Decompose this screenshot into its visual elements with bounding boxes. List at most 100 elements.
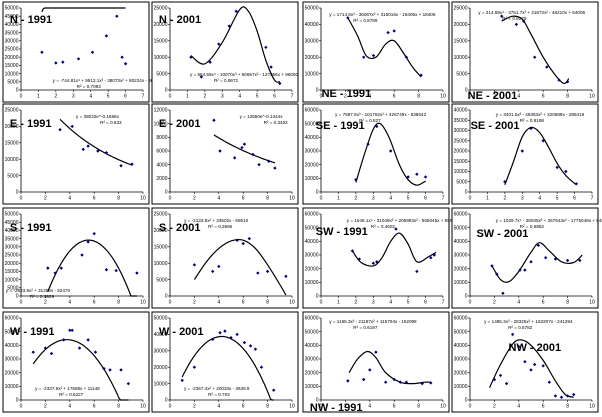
y-tick-label: 50000 [5, 329, 19, 335]
chart-panel: 0 1 2 3 4 5 6 7 0 5000 10000 15000 20000 25000 N - 200… [151, 1, 299, 103]
x-tick-label: 2 [493, 404, 496, 410]
y-tick-label: 20000 [454, 266, 468, 272]
x-tick-label: 4 [217, 404, 220, 410]
r-squared: R² = 0.5952 [520, 224, 545, 229]
y-tick-label: 4000 [156, 162, 167, 168]
y-tick-label: 10000 [154, 55, 168, 61]
x-tick-label: 10 [440, 94, 446, 100]
x-tick-label: 10 [589, 94, 595, 100]
data-point [398, 380, 402, 384]
x-tick-label: 3 [72, 94, 75, 100]
data-point [278, 81, 282, 86]
x-tick-label: 0 [169, 300, 172, 306]
data-point [574, 182, 579, 186]
data-point [247, 236, 251, 241]
y-tick-label: 25000 [5, 47, 19, 53]
data-point [217, 264, 221, 269]
panel-frame [451, 103, 599, 205]
data-point [429, 381, 433, 385]
x-tick-label: 2 [344, 404, 347, 410]
x-tick-label: 0 [320, 404, 323, 410]
y-tick-label: 20000 [305, 55, 319, 61]
panel-title: S - 1991 [10, 222, 52, 234]
y-tick-label: 15000 [5, 63, 19, 69]
y-tick-label: 0 [465, 398, 468, 404]
data-point [420, 381, 424, 386]
trend-equation: y = -2367.4x² + 20034x - 3639.9 [184, 386, 250, 391]
data-point [264, 45, 268, 50]
x-tick-label: 8 [117, 196, 120, 202]
x-tick-label: 2 [193, 300, 196, 306]
y-tick-label: 15000 [154, 245, 168, 251]
y-tick-label: 10000 [454, 55, 468, 61]
y-tick-label: 40000 [5, 22, 19, 28]
y-tick-label: 10000 [5, 71, 19, 77]
trend-line [32, 339, 129, 401]
y-tick-label: 20000 [154, 228, 168, 234]
data-point [59, 266, 63, 270]
trend-line [193, 238, 287, 296]
x-tick-label: 4 [89, 94, 92, 100]
data-point [46, 266, 50, 270]
data-point [273, 166, 277, 170]
data-point [541, 139, 545, 143]
data-point [76, 57, 81, 61]
y-tick-label: 5000 [156, 277, 167, 283]
data-point [102, 366, 106, 371]
x-tick-label: 0 [169, 94, 172, 100]
panel-title: S - 2001 [159, 222, 201, 234]
y-tick-label: 2000 [156, 176, 167, 182]
data-point [419, 73, 423, 77]
data-point [223, 329, 227, 333]
data-point [229, 335, 233, 340]
data-point [346, 16, 350, 20]
y-tick-label: 6000 [156, 149, 167, 155]
y-tick-label: 40000 [454, 343, 468, 349]
x-tick-label: 2 [203, 94, 206, 100]
y-tick-label: 8000 [156, 135, 167, 141]
data-point [375, 260, 379, 264]
y-tick-label: 20000 [154, 22, 168, 28]
data-point [501, 291, 505, 295]
r-squared: R² = 0.4602 [371, 224, 396, 229]
y-tick-label: 40000 [154, 332, 168, 338]
x-tick-label: 1 [337, 300, 340, 306]
data-point [81, 147, 85, 152]
panel-frame [151, 207, 299, 309]
x-tick-label: 5 [107, 94, 110, 100]
panel-frame [302, 207, 450, 309]
x-tick-label: 8 [117, 404, 120, 410]
x-tick-label: 2 [193, 404, 196, 410]
chart-panel: 0 1 2 3 4 5 6 7 0 5000 10000 15000 20000 25000 30000 35… [2, 1, 163, 103]
data-point [114, 268, 118, 273]
trend-line [213, 134, 276, 164]
y-tick-label: 50000 [305, 225, 319, 231]
x-tick-label: 6 [93, 196, 96, 202]
data-point [346, 379, 350, 383]
x-tick-label: 4 [68, 196, 71, 202]
y-tick-label: 0 [316, 190, 319, 196]
trend-line [41, 7, 126, 13]
y-tick-label: 10000 [305, 384, 319, 390]
data-point [520, 149, 524, 153]
data-point [532, 55, 537, 59]
data-point [543, 256, 548, 260]
panel-title: E - 2001 [159, 118, 201, 130]
x-tick-label: 10 [140, 196, 146, 202]
data-point [217, 42, 221, 46]
x-tick-label: 2 [354, 300, 357, 306]
data-point [547, 380, 551, 384]
data-point [119, 368, 123, 372]
data-point [189, 55, 193, 59]
y-tick-label: 35000 [5, 30, 19, 36]
data-point [265, 269, 270, 274]
y-tick-label: 50000 [154, 316, 168, 322]
chart-panel: 0 1 2 3 4 5 6 7 0 10000 20000 30000 40000 50000 60000 S… [302, 103, 450, 205]
data-point [529, 260, 533, 264]
data-point [392, 377, 396, 382]
data-point [180, 378, 184, 383]
y-tick-label: 0 [165, 190, 168, 196]
y-tick-label: 0 [316, 398, 319, 404]
data-point [545, 65, 549, 69]
